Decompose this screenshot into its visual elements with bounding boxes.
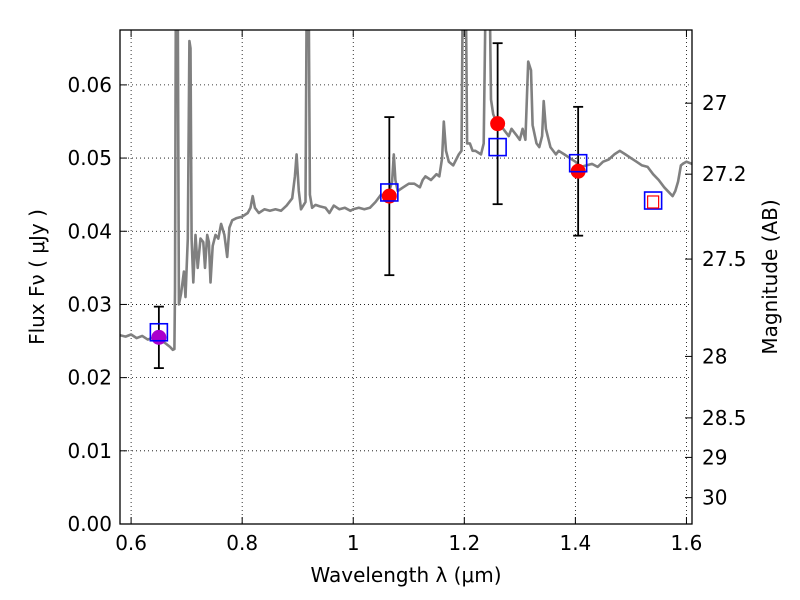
y-tick-label: 0.04 (67, 219, 112, 243)
grid (120, 30, 692, 525)
model-square (488, 137, 507, 157)
right-tick-label: 27.5 (702, 247, 747, 271)
x-tick-label: 1.6 (671, 531, 703, 555)
axes-frame (119, 29, 693, 525)
observed-point (381, 188, 397, 204)
right-tick-label: 28.5 (702, 406, 747, 430)
right-tick-label: 30 (702, 486, 727, 510)
x-tick-label: 0.8 (226, 531, 258, 555)
right-tick-label: 28 (702, 344, 727, 368)
right-tick-label: 27.2 (702, 162, 747, 186)
model-square (380, 183, 399, 202)
right-axis-label: Magnitude (AB) (758, 199, 782, 354)
spectrum-line (120, 30, 692, 352)
observed-point (490, 116, 506, 132)
x-tick-label: 1.2 (448, 531, 480, 555)
y-tick-label: 0.01 (67, 439, 112, 463)
model-square (149, 322, 169, 342)
plot-area (120, 30, 692, 370)
ticks: 0.6 0.8 1 1.2 1.4 1.6 0.00 0.01 0.02 0.03 0.04 0.05… (67, 30, 747, 555)
y-tick-label: 0.05 (67, 146, 112, 170)
x-axis-label: Wavelength λ (μm) (310, 563, 501, 587)
right-tick-label: 27 (702, 91, 727, 115)
right-tick-label: 29 (702, 445, 727, 469)
observed-point-purple (151, 329, 167, 345)
model-square (568, 153, 588, 173)
y-tick-label: 0.06 (67, 73, 112, 97)
upper-limit-square (647, 195, 660, 209)
y-tick-label: 0.00 (67, 512, 112, 536)
model-square (643, 191, 663, 210)
x-tick-label: 1.4 (559, 531, 591, 555)
y-tick-label: 0.02 (67, 366, 112, 390)
x-tick-label: 1 (347, 531, 360, 555)
y-axis-label: Flux Fν ( μJy ) (25, 209, 49, 345)
y-tick-label: 0.03 (67, 292, 112, 316)
x-tick-label: 0.6 (115, 531, 147, 555)
